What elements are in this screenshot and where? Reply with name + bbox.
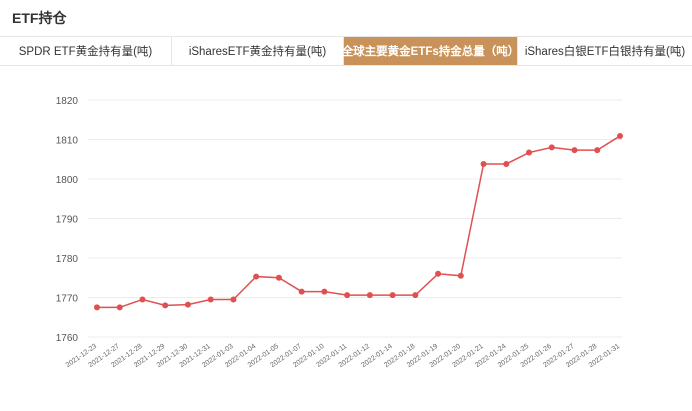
- data-point[interactable]: [503, 160, 510, 167]
- page-title: ETF持仓: [12, 10, 67, 26]
- data-point[interactable]: [275, 274, 282, 281]
- y-tick-label: 1800: [56, 175, 79, 186]
- data-point[interactable]: [480, 160, 487, 167]
- data-point[interactable]: [617, 132, 623, 139]
- data-point[interactable]: [116, 304, 123, 311]
- data-point[interactable]: [230, 296, 237, 303]
- tab-bar: SPDR ETF黄金持有量(吨) iSharesETF黄金持有量(吨) 全球主要…: [0, 36, 692, 66]
- data-point[interactable]: [457, 272, 464, 279]
- tab-global-gold-etfs[interactable]: 全球主要黄金ETFs持金总量（吨）: [342, 37, 519, 65]
- data-point[interactable]: [321, 288, 328, 295]
- data-point[interactable]: [435, 270, 442, 277]
- x-axis: 2021-12-232021-12-272021-12-282021-12-29…: [65, 343, 621, 369]
- data-point[interactable]: [298, 288, 305, 295]
- y-tick-label: 1780: [56, 254, 79, 265]
- data-point[interactable]: [253, 273, 260, 280]
- y-tick-label: 1790: [56, 215, 79, 226]
- y-tick-label: 1810: [56, 136, 79, 147]
- y-tick-label: 1760: [56, 333, 79, 344]
- data-point[interactable]: [571, 147, 578, 154]
- chart-series: [94, 132, 623, 311]
- data-point[interactable]: [412, 292, 419, 299]
- data-point[interactable]: [548, 144, 555, 151]
- data-point[interactable]: [366, 292, 373, 299]
- line-chart: 1760 1770 1780 1790 1800 1810 1820 2021-12-232…: [56, 96, 623, 369]
- data-point[interactable]: [184, 301, 191, 308]
- data-point[interactable]: [94, 304, 100, 311]
- y-tick-label: 1770: [56, 294, 79, 305]
- tab-ishares-silver[interactable]: iShares白银ETF白银持有量(吨): [524, 46, 686, 58]
- chart-container: 1760 1770 1780 1790 1800 1810 1820 2021-12-23 2…: [0, 67, 692, 406]
- data-point[interactable]: [139, 296, 146, 303]
- data-point[interactable]: [207, 296, 214, 303]
- tab-ishares-gold[interactable]: iSharesETF黄金持有量(吨): [172, 37, 344, 65]
- tab-spdr-gold[interactable]: SPDR ETF黄金持有量(吨): [0, 37, 172, 65]
- data-point[interactable]: [344, 292, 351, 299]
- y-axis: 1760 1770 1780 1790 1800 1810 1820: [56, 96, 79, 344]
- page-header: ETF持仓: [0, 0, 692, 36]
- data-point[interactable]: [526, 149, 533, 156]
- data-point[interactable]: [594, 147, 601, 154]
- chart-grid: [88, 99, 622, 338]
- data-point[interactable]: [389, 292, 396, 299]
- series-line: [97, 135, 621, 309]
- data-point[interactable]: [162, 302, 169, 309]
- y-tick-label: 1820: [56, 96, 79, 107]
